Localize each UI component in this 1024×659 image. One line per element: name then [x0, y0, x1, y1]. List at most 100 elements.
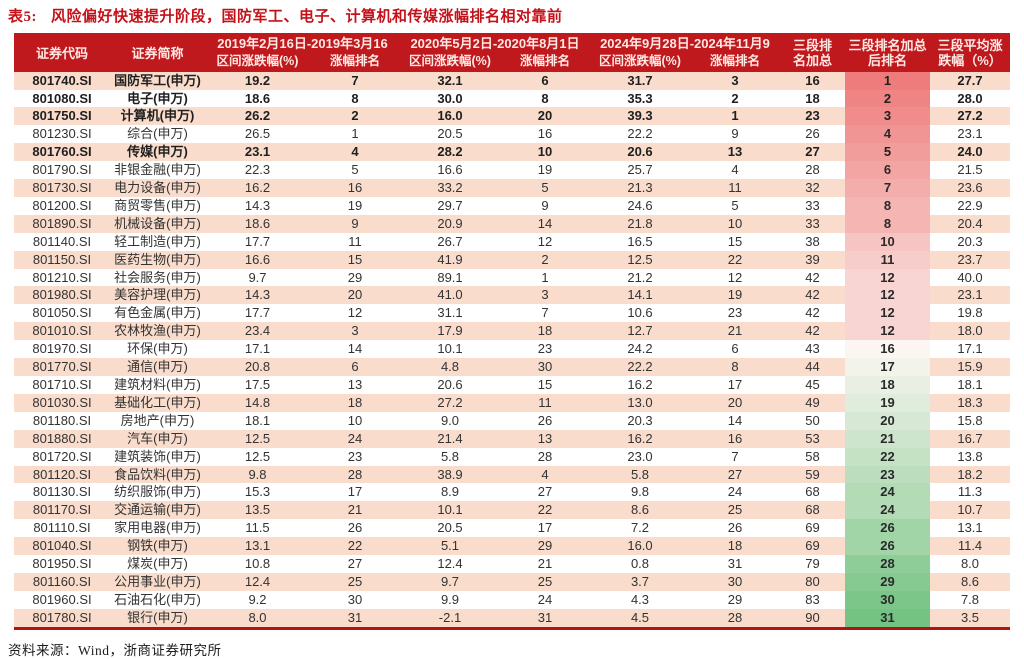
- cell-p1-rank: 20: [347, 287, 363, 303]
- cell-p1-change: 17.7: [244, 305, 271, 321]
- cell-p3-change: 39.3: [627, 108, 653, 124]
- table-row: 801120.SI 食品饮料(申万) 9.8 28 38.9 4 5.8 27 59 23 18.2: [14, 465, 1010, 484]
- cell-p2-rank: 3: [541, 287, 549, 303]
- cell-p3-rank: 30: [727, 573, 743, 589]
- cell-p1-change: 17.1: [244, 341, 271, 357]
- cell-p2-rank: 29: [537, 538, 553, 554]
- cell-p2-rank: 7: [541, 305, 549, 321]
- cell-final-rank: 22: [845, 447, 930, 466]
- cell-p1-change: 18.6: [244, 215, 271, 231]
- cell-p1-change: 9.7: [248, 269, 267, 285]
- cell-rank-sum: 16: [805, 72, 820, 88]
- cell-avg-change: 40.0: [957, 269, 983, 285]
- cell-final-rank: 6: [845, 161, 930, 180]
- cell-final-rank: 12: [845, 268, 930, 287]
- cell-p3-change: 22.2: [627, 126, 653, 142]
- cell-avg-change: 23.7: [957, 251, 983, 267]
- table-row: 801760.SI 传媒(申万) 23.1 4 28.2 10 20.6 13 27 5 24.0: [14, 143, 1010, 162]
- cell-name: 非银金融(申万): [114, 162, 201, 178]
- cell-avg-change: 13.8: [957, 448, 983, 464]
- cell-p1-change: 16.2: [244, 180, 271, 196]
- col-subheader-p2-change: 区间涨跌幅(%): [400, 52, 500, 72]
- cell-p3-change: 16.0: [627, 538, 653, 554]
- cell-p2-change: 27.2: [437, 394, 463, 410]
- cell-p2-change: 26.7: [437, 233, 463, 249]
- cell-code: 801080.SI: [32, 90, 92, 106]
- cell-p3-change: 16.2: [627, 377, 653, 392]
- table-row: 801170.SI 交通运输(申万) 13.5 21 10.1 22 8.6 25 68 24 10…: [14, 501, 1010, 520]
- cell-rank-sum: 38: [805, 233, 820, 249]
- cell-p1-rank: 2: [351, 108, 359, 124]
- cell-p1-rank: 4: [351, 144, 359, 160]
- cell-p3-change: 12.5: [627, 251, 653, 267]
- cell-p2-rank: 19: [537, 162, 553, 178]
- cell-p2-change: 20.5: [437, 520, 463, 536]
- table-row: 801730.SI 电力设备(申万) 16.2 16 33.2 5 21.3 11 32 7 23.…: [14, 179, 1010, 197]
- cell-p1-change: 23.1: [244, 144, 271, 160]
- cell-final-rank: 8: [845, 214, 930, 233]
- cell-code: 801160.SI: [32, 573, 92, 589]
- cell-name: 石油石化(申万): [114, 591, 201, 607]
- cell-p2-change: 89.1: [437, 269, 463, 285]
- cell-p1-rank: 7: [351, 72, 359, 88]
- cell-p3-rank: 21: [727, 323, 743, 339]
- table-row: 801150.SI 医药生物(申万) 16.6 15 41.9 2 12.5 22 39 11 23…: [14, 250, 1010, 269]
- cell-p2-change: 33.2: [437, 180, 463, 196]
- cell-p1-rank: 21: [347, 502, 363, 518]
- cell-p3-change: 21.8: [627, 215, 653, 231]
- cell-rank-sum: 50: [805, 412, 820, 428]
- cell-name: 食品饮料(申万): [114, 466, 201, 482]
- cell-final-rank: 5: [845, 143, 930, 162]
- cell-p2-rank: 26: [537, 412, 553, 428]
- cell-p2-rank: 9: [541, 197, 549, 213]
- cell-rank-sum: 90: [805, 609, 820, 625]
- cell-p1-rank: 16: [347, 180, 363, 196]
- cell-avg-change: 18.3: [957, 394, 983, 410]
- cell-avg-change: 8.6: [960, 573, 980, 589]
- col-header-final-rank: 三段排名加总 后排名: [845, 33, 930, 72]
- cell-p1-change: 13.5: [244, 502, 271, 518]
- cell-p2-rank: 25: [537, 573, 553, 589]
- cell-p1-rank: 3: [351, 323, 359, 339]
- cell-p2-change: 5.1: [440, 538, 460, 554]
- table-row: 801710.SI 建筑材料(申万) 17.5 13 20.6 15 16.2 17 45 18 1…: [14, 376, 1010, 394]
- cell-p3-change: 14.1: [627, 287, 653, 303]
- table-row: 801200.SI 商贸零售(申万) 14.3 19 29.7 9 24.6 5 33 8 22.9: [14, 196, 1010, 215]
- final-rank-line1: 三段排名加总: [848, 37, 927, 53]
- cell-final-rank: 3: [845, 107, 930, 126]
- cell-name: 传媒(申万): [127, 144, 188, 160]
- cell-p3-rank: 26: [727, 520, 743, 536]
- cell-p2-change: 5.8: [440, 448, 460, 464]
- avg-change-line1: 三段平均涨: [937, 37, 1003, 53]
- cell-code: 801210.SI: [32, 269, 92, 285]
- cell-p1-change: 10.8: [244, 556, 271, 572]
- cell-name: 综合(申万): [127, 126, 188, 142]
- cell-name: 纺织服饰(申万): [114, 484, 201, 500]
- cell-final-rank: 1: [845, 71, 930, 90]
- cell-p2-change: 29.7: [437, 197, 463, 213]
- cell-avg-change: 28.0: [957, 90, 983, 106]
- cell-name: 交通运输(申万): [114, 502, 201, 518]
- cell-p2-change: 28.2: [437, 144, 463, 160]
- cell-p3-rank: 14: [727, 412, 743, 428]
- cell-p3-rank: 29: [727, 591, 743, 607]
- cell-p3-rank: 22: [727, 251, 743, 267]
- cell-p2-change: 4.8: [440, 359, 460, 375]
- cell-p3-rank: 2: [731, 90, 739, 106]
- cell-p1-rank: 26: [347, 520, 363, 536]
- cell-p1-change: 9.8: [248, 466, 267, 482]
- table-row: 801110.SI 家用电器(申万) 11.5 26 20.5 17 7.2 26 69 26 13…: [14, 519, 1010, 538]
- table-row: 801950.SI 煤炭(申万) 10.8 27 12.4 21 0.8 31 79 28 8.0: [14, 555, 1010, 573]
- cell-p3-change: 21.2: [627, 269, 653, 285]
- cell-avg-change: 22.9: [957, 197, 983, 213]
- cell-p3-rank: 24: [727, 484, 743, 500]
- cell-p2-rank: 14: [537, 215, 553, 231]
- cell-avg-change: 18.1: [957, 377, 983, 392]
- cell-avg-change: 13.1: [957, 520, 983, 536]
- cell-p2-rank: 12: [537, 233, 553, 249]
- cell-code: 801110.SI: [33, 520, 91, 536]
- cell-final-rank: 8: [845, 196, 930, 215]
- cell-p3-rank: 11: [728, 180, 742, 196]
- cell-avg-change: 19.8: [957, 305, 983, 321]
